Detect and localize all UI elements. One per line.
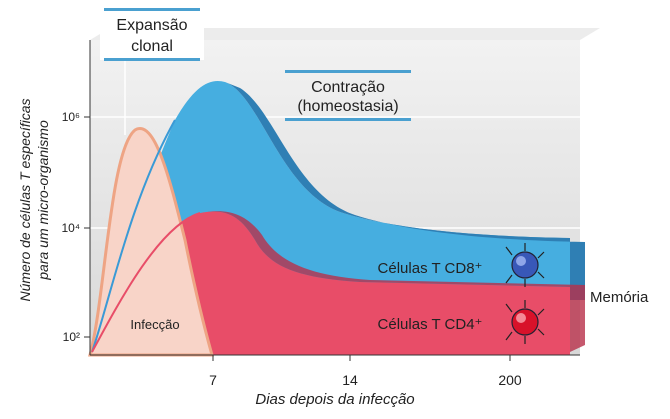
y-tick-label: 10⁶ (62, 110, 80, 124)
bar (104, 8, 200, 11)
x-title: Dias depois da infecção (255, 391, 414, 408)
contraction-label: (homeostasia) (297, 98, 398, 115)
y-tick-label: 10⁴ (61, 221, 80, 235)
y-tick-label: 10² (63, 330, 80, 344)
expansion-label: clonal (131, 38, 173, 55)
memory-label: Memória (590, 289, 649, 306)
y-title: para um micro-organismo (35, 120, 51, 281)
bar (285, 118, 411, 121)
y-title: Número de células T específicas (17, 98, 33, 301)
x-tick-label: 14 (342, 372, 358, 388)
bar (104, 58, 200, 61)
expansion-label: Expansão (116, 17, 187, 34)
bar (285, 70, 411, 73)
cd4-label: Células T CD4⁺ (378, 316, 483, 333)
cd8-label: Células T CD8⁺ (378, 260, 483, 277)
contraction-label: Contração (311, 79, 385, 96)
x-tick-label: 200 (498, 372, 522, 388)
infection-label: Infecção (130, 317, 179, 332)
chart: 10⁶ 10⁴ 10² 7 14 200 Dias depois da infe… (0, 0, 670, 414)
x-tick-label: 7 (209, 372, 217, 388)
